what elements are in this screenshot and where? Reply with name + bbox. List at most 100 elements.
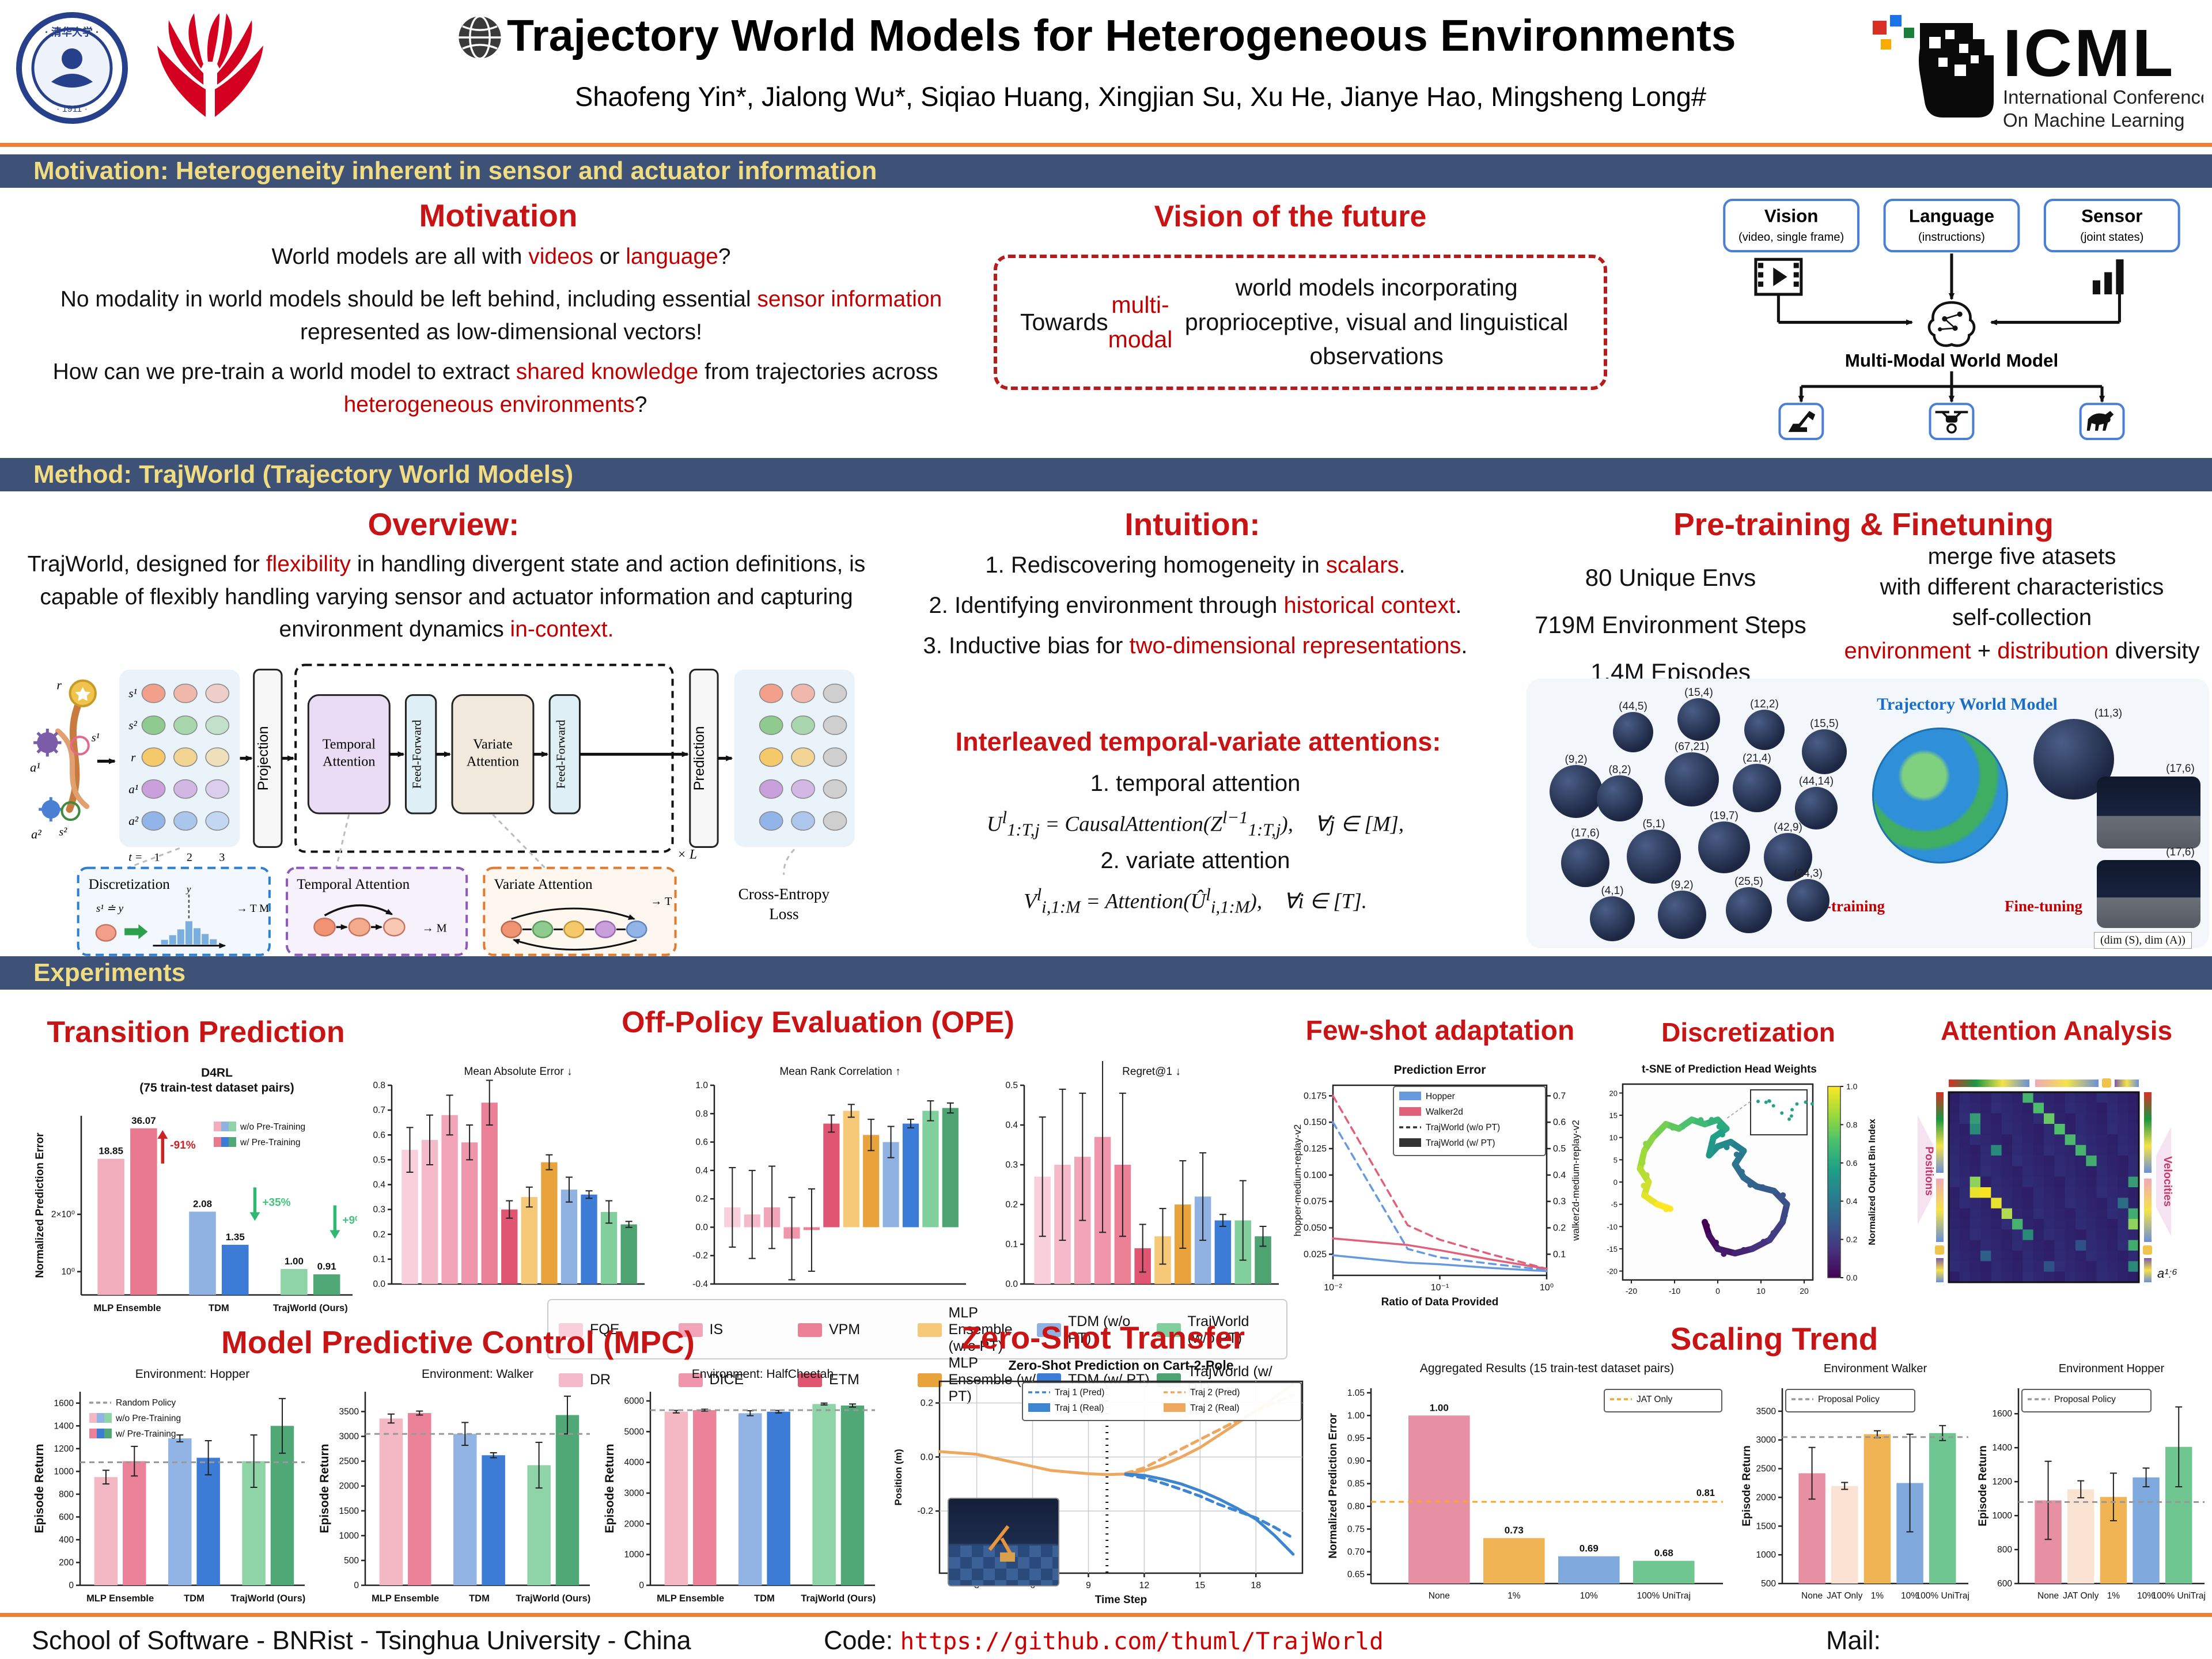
- svg-text:1.00: 1.00: [1430, 1402, 1449, 1413]
- svg-text:JAT Only: JAT Only: [1637, 1395, 1673, 1404]
- svg-text:0.3: 0.3: [373, 1205, 385, 1215]
- svg-text:10%: 10%: [1901, 1591, 1919, 1601]
- svg-text:100% UniTraj: 100% UniTraj: [1916, 1591, 1969, 1601]
- env-thumbnail: [1764, 833, 1812, 881]
- svg-text:0.4: 0.4: [1553, 1171, 1566, 1180]
- svg-text:1200: 1200: [1993, 1477, 2013, 1487]
- svg-text:Traj 1 (Pred): Traj 1 (Pred): [1055, 1388, 1104, 1397]
- svg-text:TDM: TDM: [469, 1593, 490, 1604]
- svg-text:0.050: 0.050: [1304, 1224, 1327, 1233]
- svg-text:0.8: 0.8: [695, 1109, 708, 1119]
- svg-text:100% UniTraj: 100% UniTraj: [2152, 1591, 2206, 1601]
- svg-text:Proposal Policy: Proposal Policy: [2054, 1395, 2116, 1404]
- svg-text:-0.4: -0.4: [692, 1279, 708, 1289]
- svg-text:1200: 1200: [54, 1444, 74, 1454]
- svg-text:MLP Ensemble: MLP Ensemble: [86, 1593, 154, 1604]
- svg-text:500: 500: [344, 1556, 359, 1566]
- collage-globe-label: Trajectory World Model: [1877, 695, 2058, 714]
- cartpole-inset: [948, 1498, 1059, 1586]
- intuition-2: 2. Identifying environment through histo…: [929, 593, 1462, 618]
- svg-text:1.00: 1.00: [285, 1256, 304, 1267]
- svg-text:Variate Attention: Variate Attention: [494, 877, 593, 892]
- svg-text:Time Step: Time Step: [1095, 1594, 1147, 1606]
- svg-text:1000: 1000: [1993, 1511, 2013, 1521]
- svg-text:500: 500: [1761, 1579, 1776, 1589]
- svg-text:2000: 2000: [624, 1519, 645, 1529]
- svg-text:Attention: Attention: [323, 753, 375, 769]
- svg-text:2×10⁰: 2×10⁰: [51, 1210, 75, 1219]
- title-zeroshot: Zero-Shot Transfer: [961, 1320, 1245, 1355]
- svg-text:3: 3: [219, 851, 225, 864]
- drone-box: [1929, 403, 1975, 440]
- svg-text:→ T: → T: [650, 895, 672, 908]
- svg-text:3000: 3000: [624, 1488, 645, 1498]
- svg-text:Episode Return: Episode Return: [1977, 1445, 1989, 1526]
- svg-text:Zero-Shot Prediction on Cart-2: Zero-Shot Prediction on Cart-2-Pole: [1008, 1358, 1233, 1373]
- footer-affiliation: School of Software - BNRist - Tsinghua U…: [32, 1626, 691, 1655]
- svg-text:-5: -5: [1611, 1200, 1618, 1209]
- svg-text:10⁰: 10⁰: [1540, 1283, 1554, 1293]
- section-bar-method: Method: TrajWorld (Trajectory World Mode…: [0, 458, 2212, 491]
- svg-text:10%: 10%: [1580, 1591, 1598, 1601]
- svg-text:0.7: 0.7: [1553, 1091, 1566, 1101]
- svg-text:0.3: 0.3: [1553, 1197, 1566, 1207]
- svg-text:(video, single frame): (video, single frame): [1738, 231, 1844, 244]
- svg-text:20: 20: [1609, 1089, 1618, 1097]
- svg-text:TrajWorld (Ours): TrajWorld (Ours): [516, 1593, 590, 1604]
- variate-attention-detail: Variate Attention → T: [483, 866, 677, 956]
- svg-text:s¹: s¹: [128, 687, 137, 700]
- svg-text:Feed-Forward: Feed-Forward: [410, 719, 424, 789]
- svg-text:800: 800: [1997, 1545, 2012, 1555]
- svg-text:a¹ː⁶: a¹ː⁶: [2157, 1266, 2177, 1281]
- svg-text:w/o Pre-Training: w/o Pre-Training: [240, 1122, 305, 1132]
- title-fewshot: Few-shot adaptation: [1305, 1016, 1575, 1046]
- svg-text:JAT Only: JAT Only: [2063, 1591, 2099, 1601]
- footer-code: Code: https://github.com/thuml/TrajWorld: [824, 1626, 1384, 1655]
- collage-dims: (dim (S), dim (A)): [2094, 932, 2192, 949]
- modal-boxes: Vision (video, single frame) Language (i…: [1723, 199, 2180, 253]
- env-thumbnail: [1787, 879, 1830, 922]
- svg-text:(75 train-test dataset pairs): (75 train-test dataset pairs): [139, 1081, 294, 1094]
- svg-text:0.8: 0.8: [373, 1081, 385, 1090]
- env-thumbnail: [1561, 839, 1609, 887]
- svg-text:Cross-Entropy: Cross-Entropy: [738, 885, 830, 903]
- svg-text:10%: 10%: [2137, 1591, 2155, 1601]
- svg-text:International Conference: International Conference: [2003, 86, 2203, 108]
- svg-text:0: 0: [1613, 1178, 1618, 1187]
- env-thumbnail: [1677, 698, 1720, 741]
- ope-legend-item: VPM: [798, 1321, 918, 1338]
- tsinghua-logo: · 清华大学 · · 1911 ·: [14, 10, 130, 126]
- svg-text:1%: 1%: [1508, 1591, 1521, 1601]
- svg-text:0.4: 0.4: [373, 1180, 385, 1190]
- ope-legend-item: TrajWorld (w/o PT): [1156, 1313, 1277, 1347]
- svg-text:-10: -10: [1669, 1286, 1680, 1296]
- svg-text:hopper-medium-replay-v2: hopper-medium-replay-v2: [1292, 1124, 1303, 1237]
- svg-text:· 1911 ·: · 1911 ·: [56, 104, 88, 114]
- pretrain-collage: Trajectory World Model Pre-training Fine…: [1527, 679, 2209, 949]
- env-thumbnail: [1597, 775, 1643, 821]
- env-thumbnail: [1613, 712, 1653, 752]
- svg-text:2: 2: [187, 851, 192, 864]
- svg-text:Environment: Hopper: Environment: Hopper: [135, 1368, 249, 1381]
- title-ope: Off-Policy Evaluation (OPE): [622, 1006, 1014, 1039]
- svg-text:→ M: → M: [422, 922, 447, 934]
- svg-text:Hopper: Hopper: [1426, 1092, 1455, 1101]
- ope-legend-item: MLP Ensemble (w/o PT): [917, 1305, 1037, 1355]
- svg-text:TrajWorld (w/ PT): TrajWorld (w/ PT): [1426, 1138, 1495, 1148]
- svg-text:0.6: 0.6: [373, 1130, 385, 1140]
- svg-text:Position (m): Position (m): [893, 1449, 904, 1505]
- svg-text:400: 400: [59, 1535, 74, 1545]
- attention-heatmap: Positions Velocities a¹ː⁶: [1904, 1059, 2209, 1315]
- svg-text:Environment: HalfCheetah: Environment: HalfCheetah: [692, 1368, 834, 1381]
- ope-regret-chart: Regret@1 ↓ 0.0 0.1 0.2 0.3 0.4 0.5: [990, 1041, 1283, 1297]
- svg-text:4000: 4000: [624, 1458, 645, 1468]
- env-thumbnail: [1795, 787, 1838, 830]
- svg-text:0.6: 0.6: [1846, 1158, 1858, 1168]
- svg-text:5000: 5000: [624, 1427, 645, 1437]
- svg-text:Temporal: Temporal: [323, 736, 376, 752]
- attn-item1: 1. temporal attention: [1090, 771, 1301, 796]
- svg-text:9: 9: [1086, 1581, 1091, 1590]
- scaling-walker-chart: Environment Walker 500 1000 1500 2000 2500 300…: [1738, 1358, 1972, 1612]
- svg-text:1%: 1%: [2107, 1591, 2120, 1601]
